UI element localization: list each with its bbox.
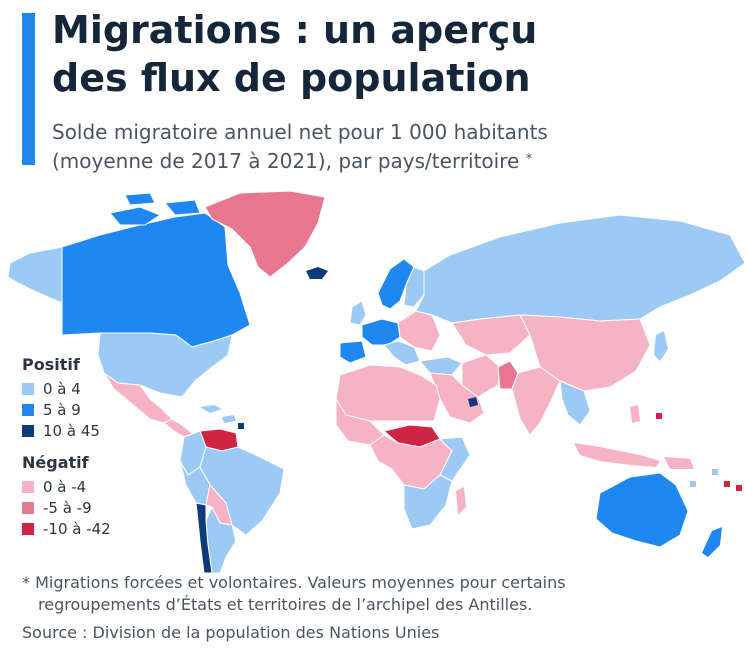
region-alaska [7,246,63,304]
region-caribbean-small [238,423,244,429]
region-pacific-islands-blue [690,469,718,487]
legend-heading-positive: Positif [22,355,80,374]
legend-item: 10 à 45 [22,420,192,441]
region-iran-afghanistan [461,354,501,398]
region-canada [61,212,251,348]
region-southeast-asia [559,380,591,426]
region-china-mongolia [519,314,651,392]
region-southern-africa [403,474,453,530]
subtitle-line-1: Solde migratoire annuel net pour 1 000 h… [52,120,548,144]
region-western-europe [361,318,401,346]
title-line-1: Migrations : un aperçu [52,8,538,52]
subtitle-footnote-marker: * [525,152,533,167]
region-chile [195,502,213,574]
legend-swatch [22,480,34,493]
legend-label: 10 à 45 [43,421,100,440]
legend-label: -10 à -42 [43,519,111,538]
legend-label: 0 à -4 [43,477,87,496]
legend-swatch [22,522,34,535]
map-legend: Positif 0 à 4 5 à 9 10 à 45 Négatif 0 à … [22,355,192,539]
region-iceland [306,267,328,279]
region-new-zealand [702,527,722,557]
page-title: Migrations : un aperçu des flux de popul… [52,6,732,102]
footnote: * Migrations forcées et volontaires. Val… [22,572,732,616]
region-madagascar [456,487,466,515]
region-philippines [630,405,640,423]
world-map [7,190,746,574]
legend-group-negative: Négatif 0 à -4 -5 à -9 -10 à -42 [22,453,192,539]
legend-swatch [22,501,34,514]
region-turkey [419,356,463,376]
legend-group-positive: Positif 0 à 4 5 à 9 10 à 45 [22,355,192,441]
legend-item: -10 à -42 [22,518,192,539]
region-japan-korea [654,331,668,361]
region-middle-east [429,372,485,424]
legend-item: 0 à -4 [22,476,192,497]
legend-item: -5 à -9 [22,497,192,518]
subtitle-line-2: (moyenne de 2017 à 2021), par pays/terri… [52,149,520,173]
title-line-2: des flux de population [52,56,531,100]
footnote-line-1: * Migrations forcées et volontaires. Val… [22,573,566,592]
region-indonesia [574,443,660,467]
legend-heading-negative: Négatif [22,453,89,472]
legend-label: 5 à 9 [43,400,81,419]
region-gulf-states [468,397,478,407]
region-russia [415,214,746,324]
legend-swatch [22,403,34,416]
source-note: Source : Division de la population des N… [22,623,440,642]
region-papua [664,457,694,469]
accent-bar [22,13,35,165]
region-kazakhstan-central-asia [451,314,531,356]
region-india [511,366,561,436]
legend-item: 0 à 4 [22,378,192,399]
legend-item: 5 à 9 [22,399,192,420]
region-greenland [204,190,326,278]
region-north-africa [335,364,441,422]
region-canada-islands [109,192,201,226]
region-australia [595,472,689,548]
subtitle: Solde migratoire annuel net pour 1 000 h… [52,118,732,176]
legend-label: -5 à -9 [43,498,92,517]
region-spain-portugal [339,340,367,364]
legend-label: 0 à 4 [43,379,81,398]
legend-swatch [22,424,34,437]
region-uk-ireland [349,300,367,326]
footnote-line-2: regroupements d’États et territoires de … [38,595,533,614]
legend-swatch [22,382,34,395]
region-caribbean [200,405,236,423]
